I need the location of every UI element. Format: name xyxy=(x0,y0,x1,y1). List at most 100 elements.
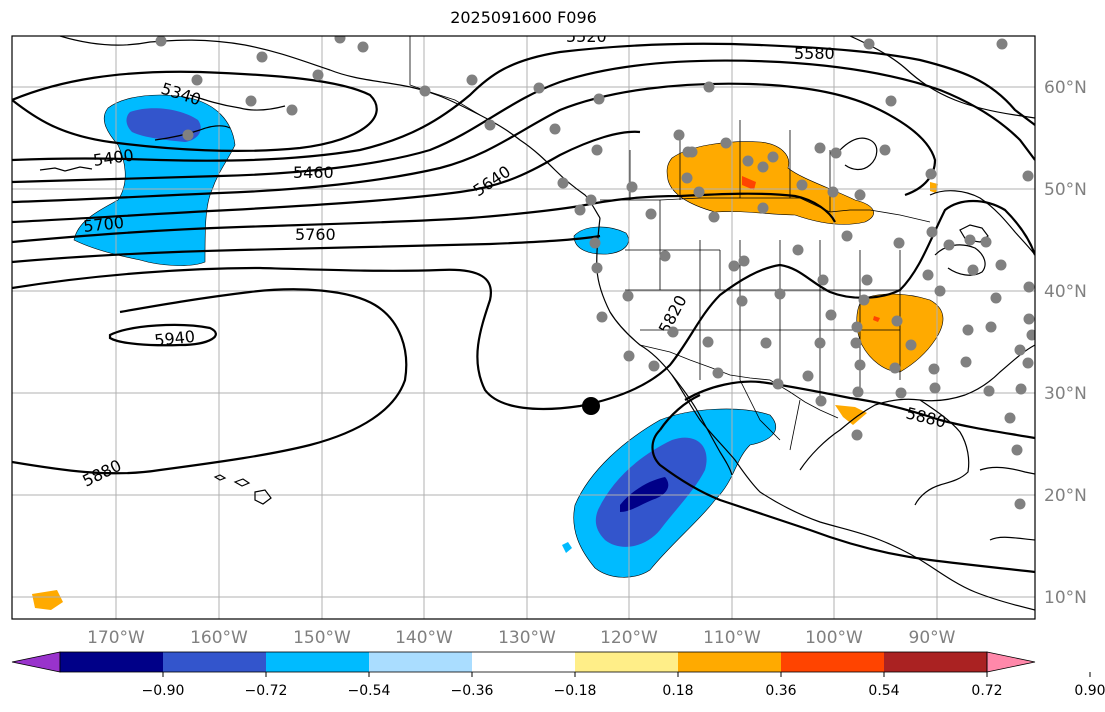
observation-dot xyxy=(712,367,724,379)
observation-dot xyxy=(851,321,863,333)
observation-dot xyxy=(792,244,804,256)
colorbar-cell xyxy=(60,652,164,672)
observation-dot xyxy=(693,186,705,198)
colorbar-extend-high xyxy=(986,651,1036,673)
observation-dot xyxy=(738,255,750,267)
colorbar-tick-label: −0.36 xyxy=(451,683,494,699)
shading-layer xyxy=(32,94,944,610)
observation-dot xyxy=(995,259,1007,271)
observation-dot xyxy=(1022,170,1034,182)
observation-dot xyxy=(943,239,955,251)
observation-dot xyxy=(673,129,685,141)
observation-dot xyxy=(814,337,826,349)
observation-dot xyxy=(702,336,714,348)
colorbar-tick-label: −0.72 xyxy=(245,683,288,699)
observation-dot xyxy=(830,147,842,159)
observation-dot xyxy=(964,234,976,246)
observation-dot xyxy=(574,204,586,216)
observation-dot xyxy=(929,382,941,394)
observation-dot xyxy=(626,181,638,193)
colorbar-cell xyxy=(369,652,473,672)
lon-label-90w: 90°W xyxy=(909,628,956,648)
observation-dot xyxy=(980,236,992,248)
observation-dot xyxy=(990,292,1002,304)
observation-dot xyxy=(1023,281,1035,293)
observation-dot xyxy=(1023,313,1035,325)
lat-label-60n: 60°N xyxy=(1044,78,1087,98)
observation-dot xyxy=(827,186,839,198)
observation-dot xyxy=(893,237,905,249)
observation-dot xyxy=(623,350,635,362)
colorbar-tick-label: −0.90 xyxy=(142,683,185,699)
observation-dot xyxy=(852,386,864,398)
observation-dot xyxy=(960,356,972,368)
shading-orange-ontario xyxy=(930,182,938,193)
observation-dot xyxy=(891,315,903,327)
observation-dot xyxy=(155,36,167,47)
observation-dot xyxy=(686,146,698,158)
observation-dot xyxy=(863,38,875,50)
observation-dot xyxy=(419,85,431,97)
colorbar-tick-label: −0.18 xyxy=(554,683,597,699)
observation-dot xyxy=(760,337,772,349)
storm-center-marker xyxy=(582,397,600,415)
observation-dot xyxy=(728,260,740,272)
contour-label-5700: 5700 xyxy=(82,213,124,236)
observation-dot xyxy=(286,104,298,116)
lat-label-20n: 20°N xyxy=(1044,486,1087,506)
observation-dot xyxy=(182,129,194,141)
shading-orange-gulf xyxy=(835,405,867,425)
observation-points xyxy=(155,36,1035,510)
map-title: 2025091600 F096 xyxy=(450,8,597,27)
observation-dot xyxy=(708,211,720,223)
colorbar-extend-low xyxy=(11,651,61,673)
observation-dot xyxy=(589,237,601,249)
observation-dot xyxy=(962,324,974,336)
shading-cyan-small xyxy=(562,542,572,553)
observation-dot xyxy=(926,226,938,238)
observation-dot xyxy=(757,161,769,173)
height-contours xyxy=(12,42,1035,574)
observation-dot xyxy=(996,38,1008,50)
contour-label-5460: 5460 xyxy=(293,163,334,182)
observation-dot xyxy=(796,179,808,191)
observation-dot xyxy=(681,172,693,184)
colorbar-tick-label: −0.54 xyxy=(348,683,391,699)
observation-dot xyxy=(767,151,779,163)
observation-dot xyxy=(484,119,496,131)
observation-dot xyxy=(703,81,715,93)
observation-dot xyxy=(591,262,603,274)
observation-dot xyxy=(757,202,769,214)
observation-dot xyxy=(191,74,203,86)
graticule xyxy=(12,36,1035,619)
observation-dot xyxy=(889,362,901,374)
observation-dot xyxy=(928,363,940,375)
observation-dot xyxy=(879,144,891,156)
observation-dot xyxy=(983,385,995,397)
map-frame xyxy=(11,35,1036,620)
lat-label-30n: 30°N xyxy=(1044,384,1087,404)
observation-dot xyxy=(622,290,634,302)
lon-label-150w: 150°W xyxy=(293,628,351,648)
colorbar-cell xyxy=(266,652,370,672)
lat-label-40n: 40°N xyxy=(1044,282,1087,302)
observation-dot xyxy=(817,274,829,286)
observation-dot xyxy=(720,137,732,149)
observation-dot xyxy=(905,339,917,351)
shading-blue-npacific xyxy=(126,108,201,142)
observation-dot xyxy=(742,155,754,167)
observation-dot xyxy=(858,294,870,306)
observation-dot xyxy=(557,177,569,189)
colorbar-tick-label: 0.72 xyxy=(971,683,1002,699)
lon-label-130w: 130°W xyxy=(498,628,556,648)
lon-label-160w: 160°W xyxy=(190,628,248,648)
colorbar-cell xyxy=(678,652,782,672)
colorbar-tick-label: 0.54 xyxy=(868,683,899,699)
observation-dot xyxy=(861,274,873,286)
observation-dot xyxy=(967,264,979,276)
observation-dot xyxy=(549,123,561,135)
observation-dot xyxy=(585,194,597,206)
borders xyxy=(409,36,931,451)
contour-label-5520: 5520 xyxy=(566,27,607,46)
colorbar-cell xyxy=(575,652,679,672)
